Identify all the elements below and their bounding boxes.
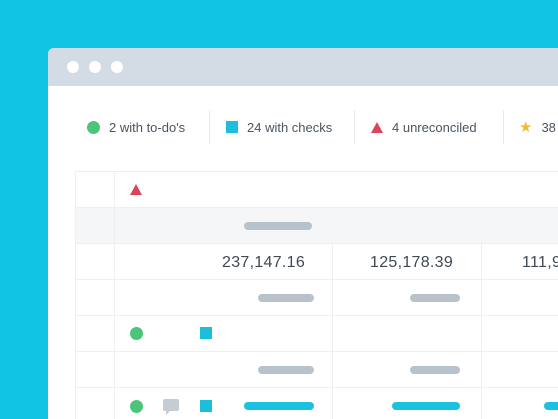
- green-circle-icon: [130, 327, 143, 340]
- placeholder-bar: [410, 366, 460, 374]
- filter-divider: [503, 110, 504, 144]
- comment-icon[interactable]: [163, 399, 179, 415]
- highlight-bar: [392, 402, 460, 410]
- highlight-bar: [244, 402, 314, 410]
- column-divider: [481, 244, 482, 419]
- table-row[interactable]: [76, 316, 558, 352]
- value-cell: 111,9: [522, 254, 558, 271]
- filter-unreconciled-label: 4 unreconciled: [392, 119, 477, 135]
- red-triangle-icon: [130, 184, 142, 195]
- filter-starred[interactable]: ★ 38: [519, 106, 556, 148]
- app-window: 2 with to-do's 24 with checks 4 unreconc…: [48, 48, 558, 419]
- table-row[interactable]: [76, 280, 558, 316]
- table-row[interactable]: [76, 388, 558, 419]
- cyan-square-icon: [200, 327, 212, 339]
- filter-checks-label: 24 with checks: [247, 119, 333, 135]
- value-cell: 237,147.16: [222, 254, 306, 271]
- cyan-square-icon: [226, 121, 238, 133]
- filter-todos-label: 2 with to-do's: [109, 119, 186, 135]
- filter-starred-label: 38: [541, 119, 556, 135]
- filter-divider: [354, 110, 355, 144]
- highlight-bar: [544, 402, 558, 410]
- star-icon: ★: [519, 118, 533, 136]
- table-row[interactable]: [76, 352, 558, 388]
- red-triangle-icon: [371, 121, 383, 133]
- cyan-square-icon: [200, 400, 212, 412]
- reconciliation-table: 237,147.16 125,178.39 111,9: [75, 171, 558, 419]
- filter-bar: 2 with to-do's 24 with checks 4 unreconc…: [48, 106, 558, 148]
- filter-divider: [209, 110, 210, 144]
- table-row[interactable]: 237,147.16 125,178.39 111,9: [76, 244, 558, 280]
- placeholder-bar: [258, 366, 314, 374]
- table-row[interactable]: [76, 172, 558, 208]
- window-titlebar: [48, 48, 558, 86]
- filter-todos[interactable]: 2 with to-do's: [87, 106, 185, 148]
- window-control-maximize[interactable]: [111, 61, 123, 73]
- table-row[interactable]: [76, 208, 558, 244]
- placeholder-bar: [410, 294, 460, 302]
- filter-checks[interactable]: 24 with checks: [226, 106, 332, 148]
- value-cell: 125,178.39: [370, 254, 454, 271]
- window-control-minimize[interactable]: [89, 61, 101, 73]
- column-divider: [332, 244, 333, 419]
- column-divider: [114, 172, 115, 419]
- placeholder-bar: [244, 222, 312, 230]
- green-circle-icon: [130, 400, 143, 413]
- window-control-close[interactable]: [67, 61, 79, 73]
- placeholder-bar: [258, 294, 314, 302]
- green-circle-icon: [87, 120, 100, 134]
- filter-unreconciled[interactable]: 4 unreconciled: [371, 106, 477, 148]
